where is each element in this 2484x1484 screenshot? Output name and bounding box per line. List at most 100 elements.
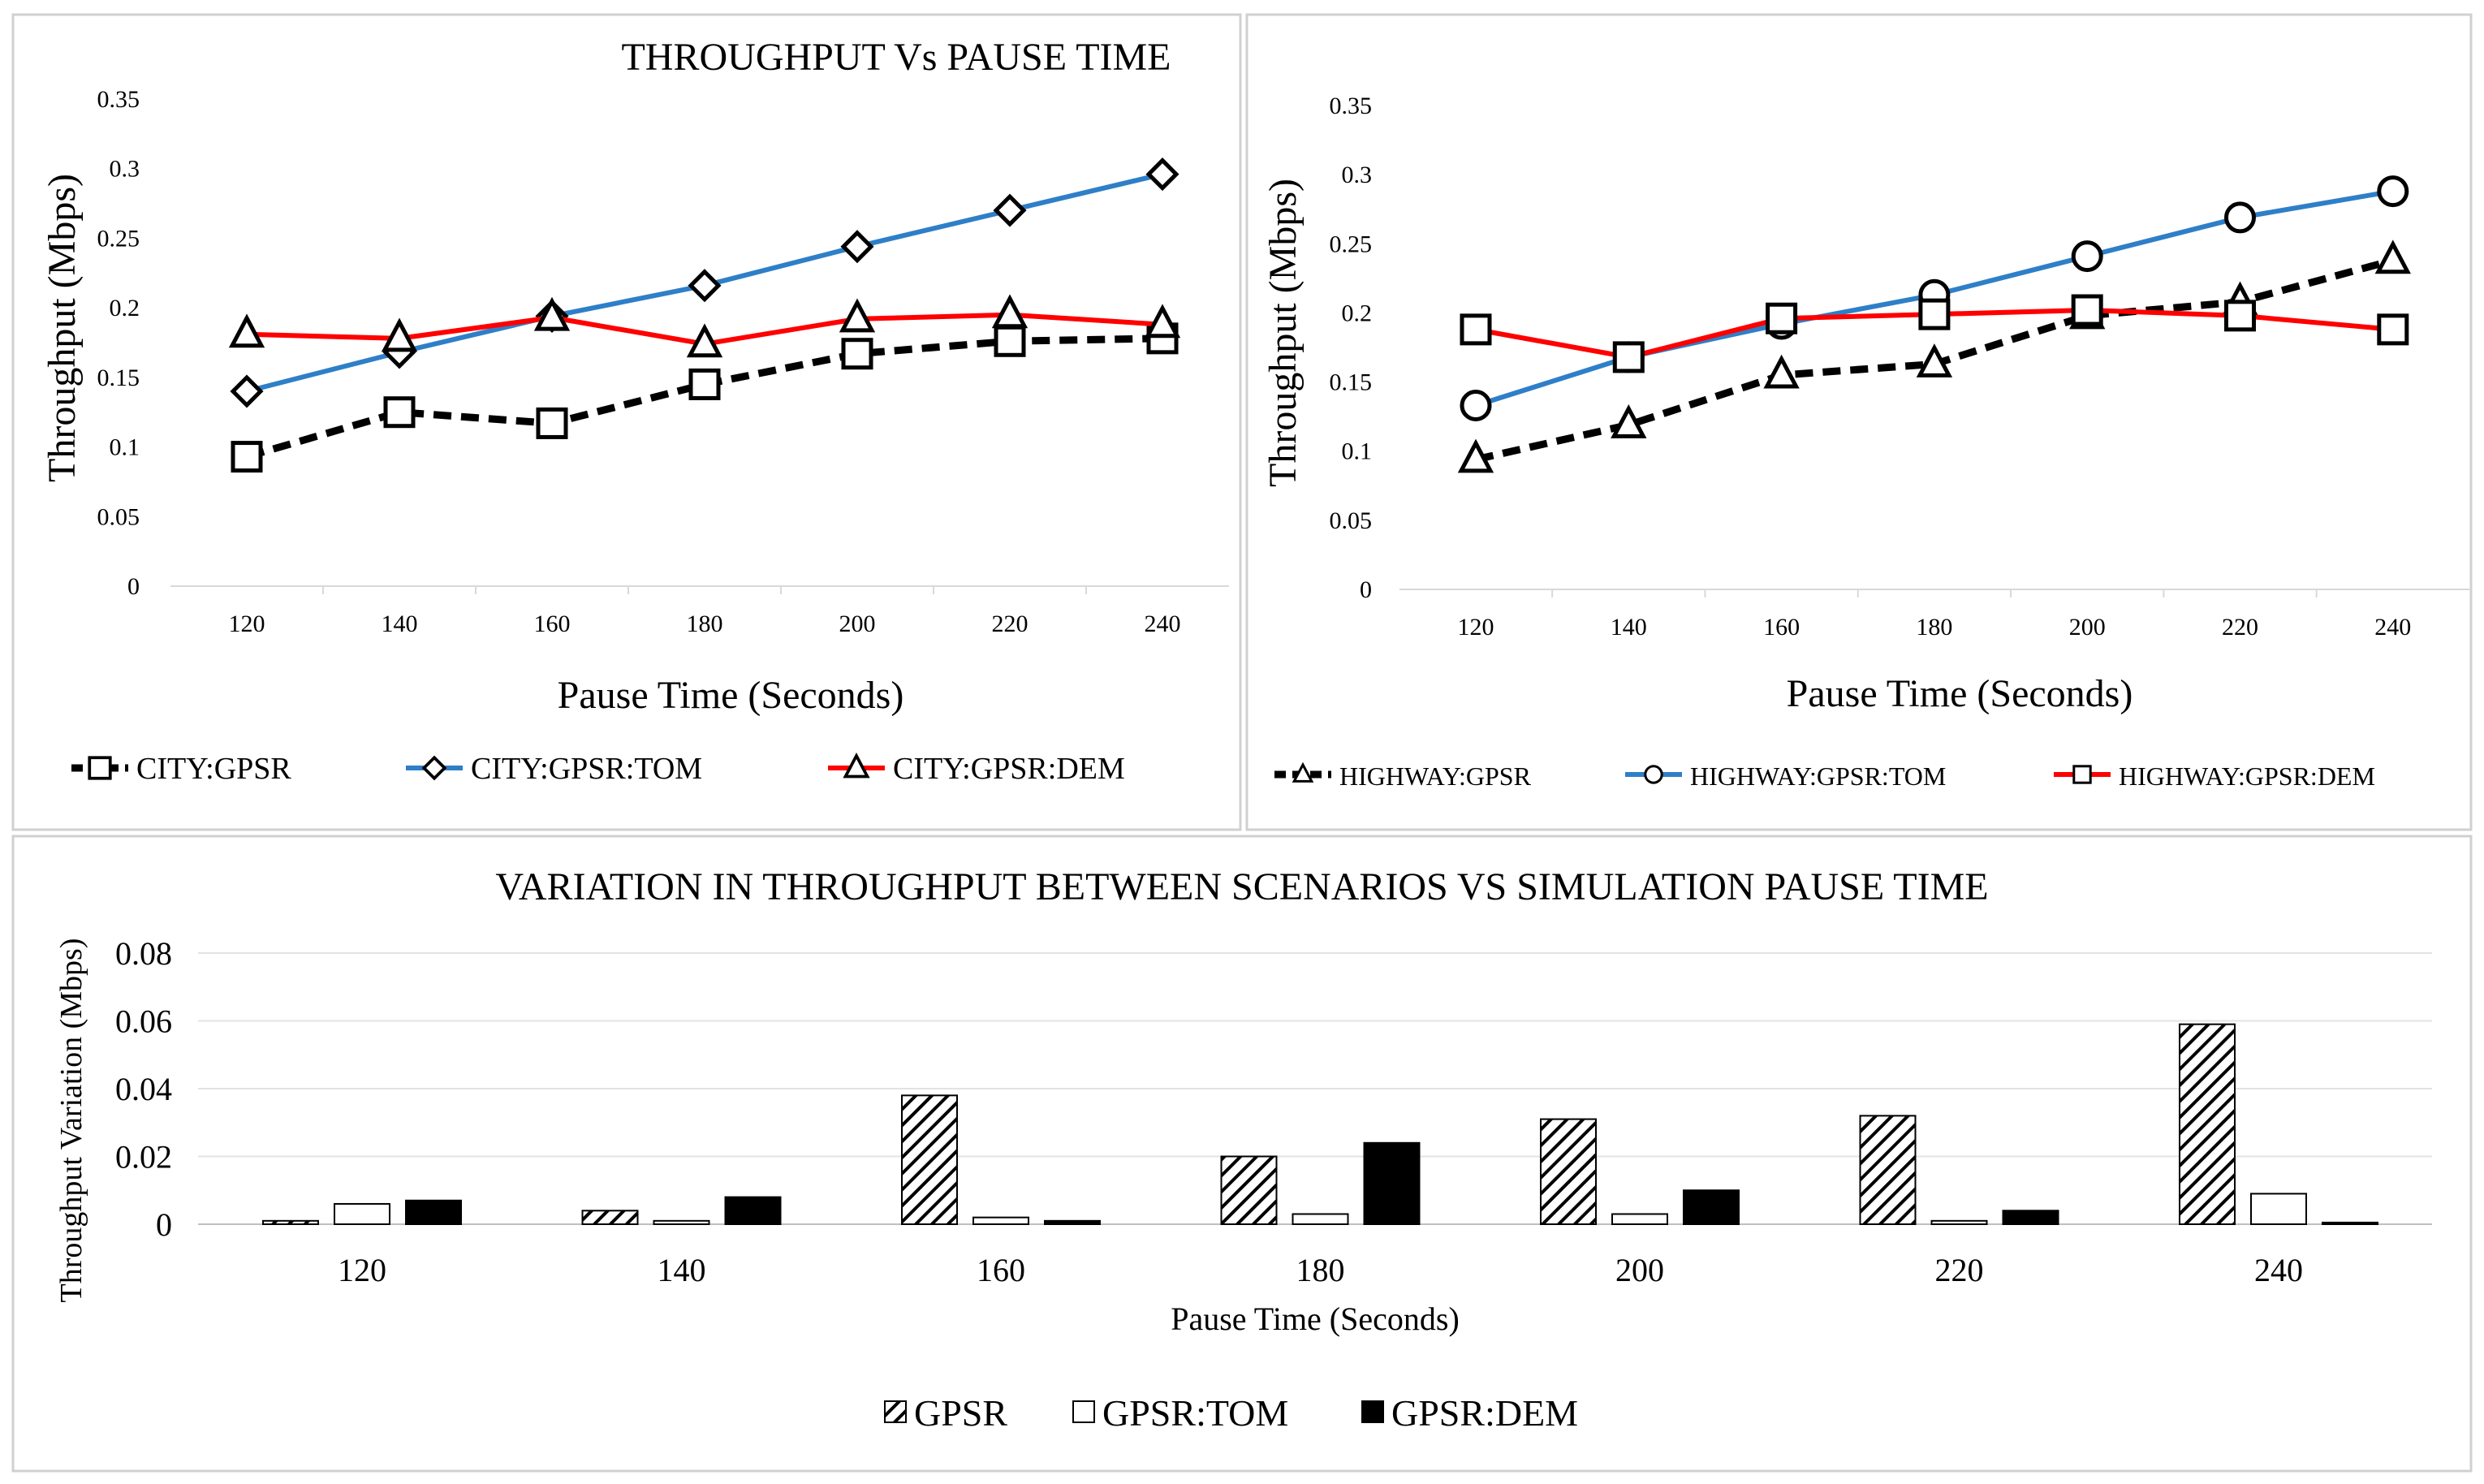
variation-bar-chart: VARIATION IN THROUGHPUT BETWEEN SCENARIO…: [54, 865, 2432, 1434]
bar: [405, 1199, 462, 1226]
bar: [1044, 1219, 1101, 1225]
legend-marker: [1644, 765, 1663, 784]
bar: [901, 1094, 958, 1225]
data-point: [1918, 298, 1951, 330]
legend-marker-shape: [88, 756, 112, 780]
bar: [972, 1216, 1029, 1226]
legend-item: HIGHWAY:GPSR:TOM: [1625, 761, 1946, 791]
x-tick-label: 240: [2374, 614, 2411, 641]
y-tick-label: 0.04: [115, 1071, 172, 1107]
y-tick-label: 0.15: [1330, 369, 1373, 396]
x-tick-label: 200: [839, 610, 876, 637]
legend-marker-shape: [2072, 765, 2092, 784]
y-tick-label: 0.2: [1342, 300, 1373, 326]
y-tick-label: 0.1: [1342, 438, 1373, 465]
series-highway-gpsr: [1457, 239, 2411, 473]
x-tick-label: 180: [1296, 1252, 1345, 1288]
data-point: [1763, 354, 1800, 389]
y-tick-label: 0: [1360, 576, 1372, 603]
legend-marker-shape: [1644, 765, 1663, 784]
bar: [1220, 1155, 1278, 1225]
data-point: [688, 368, 721, 400]
legend-label: GPSR:DEM: [1391, 1392, 1578, 1434]
legend-label: HIGHWAY:GPSR: [1339, 761, 1532, 791]
y-tick-label: 0.3: [1342, 162, 1373, 188]
data-point: [1611, 404, 1647, 438]
data-point: [2377, 175, 2409, 208]
x-tick-label: 180: [1916, 614, 1952, 641]
bar: [334, 1202, 390, 1225]
x-tick-label: 140: [658, 1252, 706, 1288]
data-point: [536, 407, 568, 439]
bar: [1540, 1118, 1597, 1225]
legend-marker: [1292, 761, 1314, 783]
x-tick-label: 200: [1615, 1252, 1664, 1288]
y-axis-label: Throughput Variation (Mbps): [54, 938, 88, 1303]
data-point: [381, 317, 418, 352]
x-tick-label: 220: [992, 610, 1029, 637]
data-point: [1144, 304, 1181, 339]
x-tick-label: 200: [2069, 614, 2106, 641]
data-point: [1612, 341, 1645, 373]
city-throughput-chart: THROUGHPUT Vs PAUSE TIME 0.35 0.3 0.25 0.2 0…: [41, 36, 1229, 786]
legend-item: HIGHWAY:GPSR: [1274, 761, 1532, 791]
data-point: [994, 325, 1026, 357]
bar: [1683, 1189, 1740, 1225]
highway-throughput-chart: 0.35 0.3 0.25 0.2 0.15 0.1 0.05 0 120 140 160 180 2…: [1261, 93, 2471, 791]
data-point: [2071, 294, 2103, 326]
y-tick-label: 0.15: [97, 365, 140, 391]
legend-marker: [88, 756, 112, 780]
legend-label: HIGHWAY:GPSR:TOM: [1690, 761, 1946, 791]
data-point: [2224, 201, 2256, 234]
legend-marker-shape: [1292, 761, 1314, 783]
bar: [2002, 1210, 2059, 1226]
data-point: [839, 298, 876, 333]
bar: [1363, 1141, 1421, 1226]
y-tick-label: 0.35: [1330, 93, 1373, 119]
y-tick-label: 0.1: [110, 434, 140, 461]
panel-highway-border: [1245, 13, 2473, 831]
legend-marker: [843, 752, 870, 779]
data-point: [686, 323, 723, 358]
x-tick-label: 120: [338, 1252, 386, 1288]
data-point: [228, 313, 265, 348]
x-tick-label: 160: [534, 610, 571, 637]
x-tick-label: 160: [1763, 614, 1800, 641]
data-point: [1457, 438, 1494, 473]
y-tick-label: 0.08: [115, 935, 172, 972]
legend-swatch: [884, 1400, 907, 1423]
data-point: [231, 441, 263, 473]
data-point: [991, 294, 1029, 329]
legend-marker-shape: [843, 752, 870, 779]
data-point: [533, 296, 571, 331]
legend-item: CITY:GPSR:TOM: [406, 752, 702, 786]
y-tick-label: 0.35: [97, 86, 140, 113]
data-point: [1766, 302, 1798, 334]
bar: [724, 1196, 782, 1225]
data-point: [840, 230, 874, 264]
legend-item: GPSR: [884, 1392, 1007, 1434]
x-tick-label: 240: [2254, 1252, 2303, 1288]
legend-label: CITY:GPSR:TOM: [471, 752, 702, 786]
legend-marker-shape: [421, 755, 447, 781]
series-city-gpsr-dem: [228, 294, 1181, 358]
series-city-gpsr-tom: [230, 157, 1179, 408]
bar: [653, 1219, 710, 1225]
y-tick-label: 0.05: [97, 503, 140, 530]
data-point: [383, 396, 416, 429]
y-tick-label: 0.02: [115, 1139, 172, 1176]
bar: [1611, 1213, 1668, 1225]
panel-city-border: [11, 13, 1242, 831]
y-tick-label: 0.06: [115, 1003, 172, 1040]
legend-item: GPSR:TOM: [1072, 1392, 1288, 1434]
legend-label: HIGHWAY:GPSR:DEM: [2119, 761, 2375, 791]
bar: [2250, 1193, 2307, 1226]
x-tick-label: 160: [977, 1252, 1025, 1288]
chart-title: VARIATION IN THROUGHPUT BETWEEN SCENARIO…: [495, 865, 1988, 908]
x-axis-label: Pause Time (Seconds): [1787, 672, 2133, 715]
legend-label: GPSR: [914, 1392, 1007, 1434]
bar: [1930, 1219, 1988, 1225]
data-point: [1145, 157, 1179, 192]
legend-swatch: [1072, 1400, 1095, 1423]
